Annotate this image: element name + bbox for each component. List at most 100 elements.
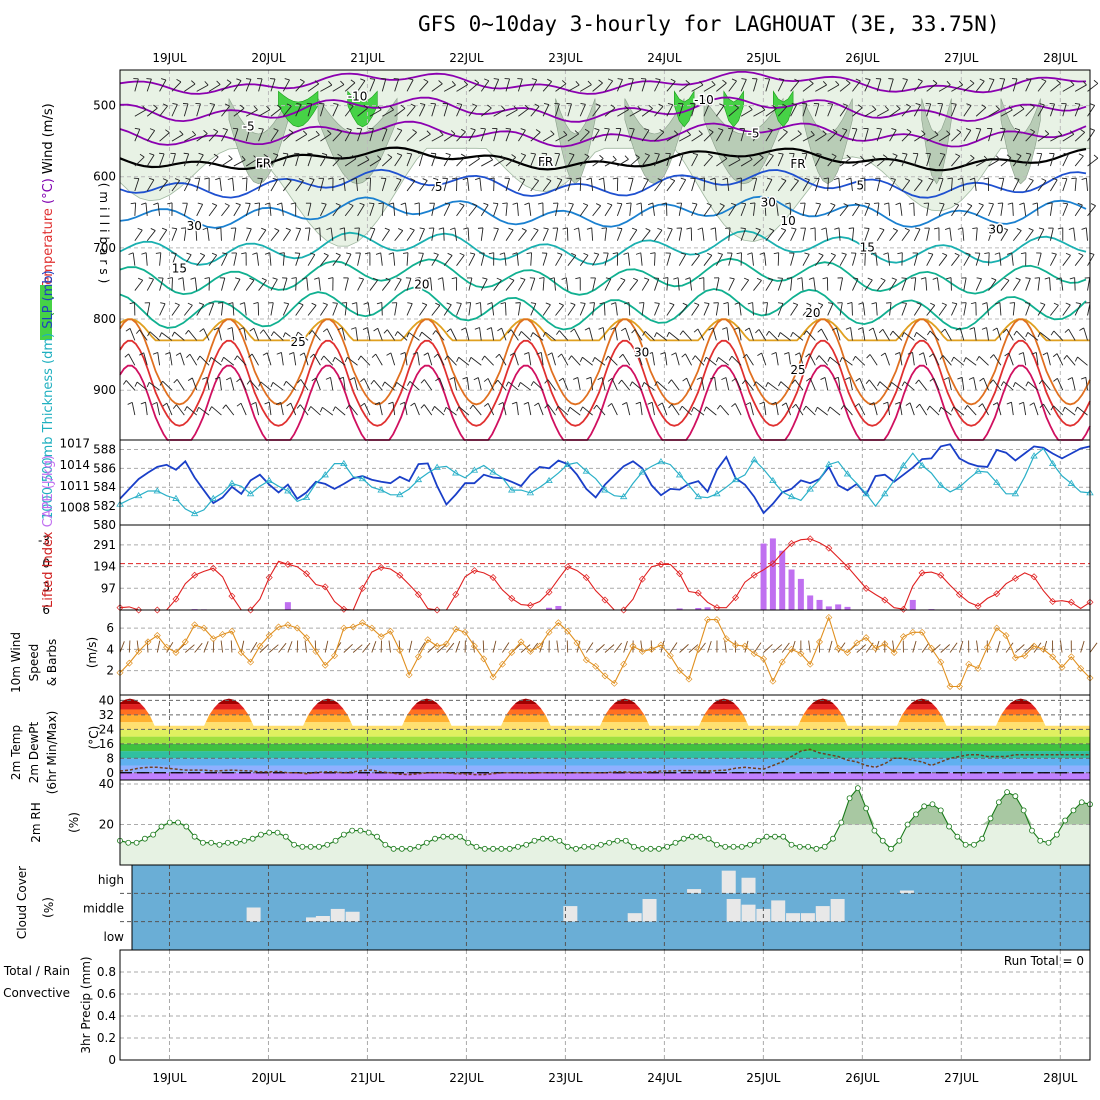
wind-barb: [889, 302, 892, 316]
li-marker: [526, 601, 534, 609]
wind-barb: [421, 302, 427, 306]
wind-barb: [266, 352, 272, 366]
wind-barb: [1051, 252, 1057, 255]
temp-band: [120, 722, 1090, 730]
wind-barb: [505, 381, 509, 387]
rh-marker: [946, 823, 952, 830]
wind-barb: [703, 303, 710, 316]
wind-barb: [512, 202, 518, 205]
wind-barb: [764, 202, 767, 216]
wind-barb: [450, 328, 457, 341]
wind-barb: [699, 177, 705, 180]
wind-barb: [839, 129, 848, 142]
cape-bar: [284, 602, 291, 610]
wind-barb: [706, 202, 712, 206]
wind-barb: [876, 202, 880, 216]
thickness-marker: [284, 487, 292, 494]
wind-barb: [357, 252, 361, 266]
thickness-marker: [489, 468, 497, 475]
wind-barb: [204, 177, 210, 180]
wind-barb: [963, 205, 973, 217]
wind-barb: [258, 178, 263, 192]
wind-barb: [669, 302, 675, 306]
wind-barb: [320, 133, 332, 142]
wind-barb: [918, 352, 924, 356]
wind-barb: [213, 153, 219, 158]
wind-barb: [854, 403, 860, 408]
wind-barb: [666, 180, 676, 192]
wind-barb: [926, 227, 930, 241]
wind-barb: [1062, 254, 1071, 266]
wind-barb: [579, 104, 586, 117]
wind-barb: [399, 401, 405, 405]
wind-barb: [418, 153, 424, 167]
wind-barb: [174, 178, 180, 181]
wind-barb: [528, 202, 532, 216]
wind-barb: [295, 81, 305, 92]
wind-barb: [996, 155, 1001, 160]
wind-barb: [423, 404, 433, 416]
wind-barb: [261, 277, 267, 281]
wind-barb: [946, 130, 951, 135]
wind-barb: [282, 303, 290, 316]
wind-barb: [666, 253, 671, 266]
wind-barb: [260, 381, 272, 391]
wind-barb: [1038, 227, 1044, 230]
wind-barb: [901, 302, 907, 304]
wind-barb: [436, 644, 447, 653]
wind-barb: [270, 107, 282, 117]
wind-barb: [212, 640, 215, 653]
wind-barb: [818, 355, 829, 366]
wind-barb: [679, 405, 683, 411]
wind-barb: [487, 104, 492, 109]
wind-barb: [815, 133, 827, 142]
wind-barb: [768, 330, 779, 341]
li-marker: [676, 570, 684, 578]
wind-barb: [456, 406, 460, 412]
wind-barb: [404, 352, 408, 366]
wind-barb: [542, 277, 545, 291]
wind-barb: [1039, 103, 1045, 106]
temp-band: [120, 729, 1090, 737]
wind-barb: [1053, 405, 1064, 416]
wind-barb: [344, 129, 352, 142]
wind-barb: [208, 205, 218, 217]
wind-barb: [296, 103, 302, 105]
wind-barb: [530, 302, 536, 304]
wind-barb: [596, 404, 606, 416]
wind-barb: [685, 80, 690, 84]
thickness-marker: [825, 460, 833, 467]
temp-band: [120, 772, 1090, 780]
wind-barb: [183, 203, 188, 216]
wind-barb: [603, 177, 606, 192]
wind-marker: [340, 624, 348, 632]
wind-barb: [629, 127, 635, 130]
wind-barb: [982, 302, 988, 305]
wind-barb: [307, 83, 319, 92]
wind-barb: [295, 277, 297, 291]
wind-barb: [827, 104, 834, 117]
wind-barb: [183, 103, 189, 117]
wind-barb: [769, 228, 775, 231]
wind-barb: [526, 252, 532, 254]
wind-barb: [640, 640, 643, 653]
wind-barb: [624, 105, 629, 110]
wind-barb: [217, 302, 223, 304]
wind-barb: [421, 331, 433, 341]
wind-barb: [677, 277, 680, 291]
wind-barb: [369, 78, 375, 80]
wind-barb: [266, 105, 271, 111]
wind-barb: [221, 129, 229, 142]
wind-barb: [518, 279, 526, 291]
wind-barb: [328, 277, 334, 280]
wind-barb: [851, 127, 858, 130]
wind-barb: [251, 401, 257, 405]
wind-barb: [967, 203, 973, 207]
wind-barb: [616, 128, 622, 142]
wind-barb: [714, 227, 717, 241]
wind-barb: [731, 355, 742, 366]
wind-barb: [555, 227, 559, 241]
cape-bar: [825, 606, 832, 610]
wind-barb: [882, 401, 888, 405]
li-marker: [452, 591, 460, 599]
